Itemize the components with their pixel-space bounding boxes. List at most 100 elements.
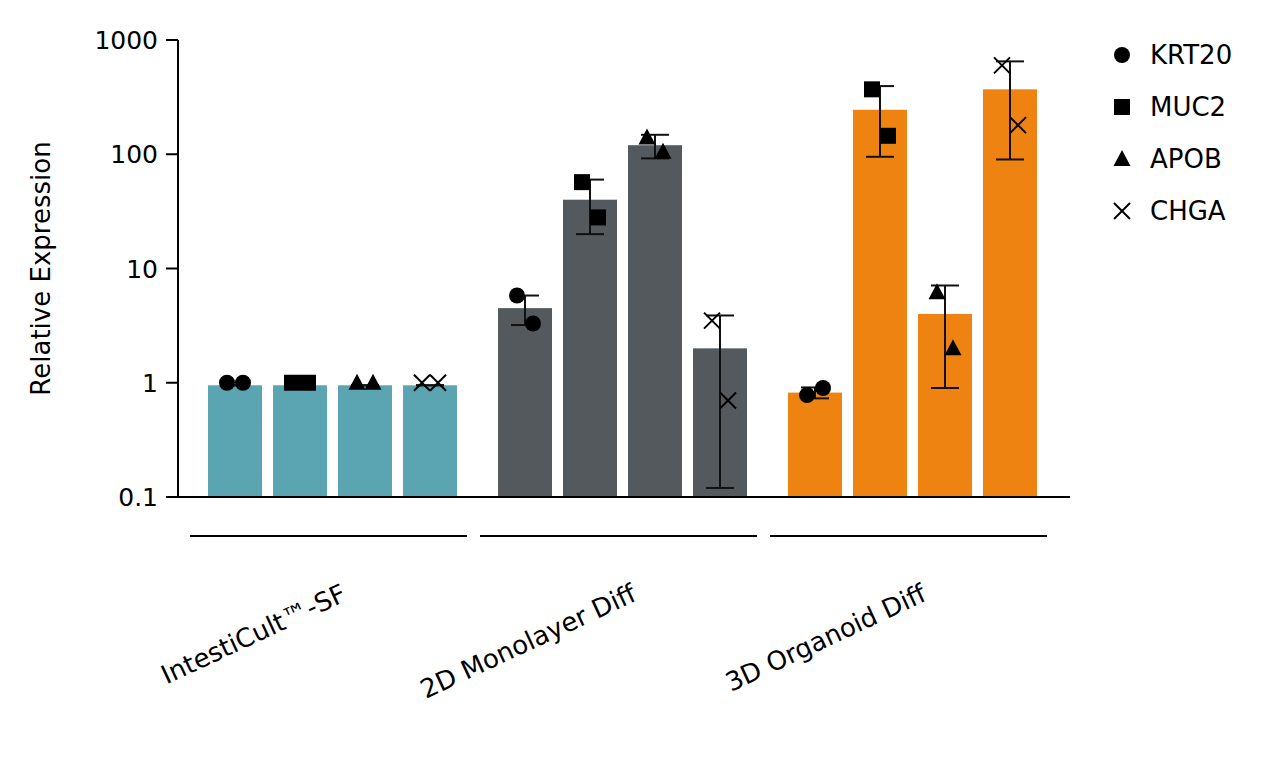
chart: 0.1 1 10 100 1000 Relative Expression IntestiC… xyxy=(0,0,1285,775)
bar xyxy=(563,200,617,497)
y-tick xyxy=(166,268,178,270)
point xyxy=(349,374,366,390)
legend-label: KRT20 xyxy=(1150,40,1232,70)
error-line xyxy=(944,285,946,387)
bar xyxy=(498,308,552,497)
y-axis-label: Relative Expression xyxy=(26,141,56,395)
y-tick xyxy=(166,382,178,384)
marker-shape xyxy=(1114,150,1131,166)
point xyxy=(365,374,382,390)
marker-shape xyxy=(799,387,815,403)
y-tick xyxy=(166,39,178,41)
marker-shape xyxy=(720,392,736,408)
y-tick-label: 100 xyxy=(110,140,158,169)
marker-shape xyxy=(219,375,235,391)
point xyxy=(945,339,962,355)
legend: KRT20 MUC2 APOB CHGA xyxy=(1114,40,1233,226)
marker-shape xyxy=(430,375,446,391)
point xyxy=(720,392,736,408)
marker-shape xyxy=(1114,47,1130,63)
group-line xyxy=(770,535,1047,537)
point xyxy=(219,375,235,391)
legend-marker xyxy=(1114,99,1130,115)
marker-shape xyxy=(349,374,366,390)
error-line xyxy=(654,135,656,159)
bar xyxy=(788,393,842,497)
group-line xyxy=(190,535,467,537)
bar xyxy=(338,385,392,497)
point xyxy=(509,288,525,304)
point xyxy=(300,375,316,391)
marker-shape xyxy=(365,374,382,390)
error-cap xyxy=(576,233,604,235)
marker-shape xyxy=(590,209,606,225)
y-tick xyxy=(166,496,178,498)
point xyxy=(864,81,880,97)
point xyxy=(639,129,656,145)
point xyxy=(590,209,606,225)
marker-shape xyxy=(704,313,720,329)
marker-shape xyxy=(1114,203,1130,219)
y-tick-label: 10 xyxy=(126,255,158,284)
point xyxy=(704,313,720,329)
marker-shape xyxy=(655,143,672,159)
marker-shape xyxy=(929,283,946,299)
marker-shape xyxy=(235,375,251,391)
point xyxy=(994,57,1010,73)
error-cap xyxy=(931,284,959,286)
point xyxy=(284,375,300,391)
point xyxy=(574,174,590,190)
error-cap xyxy=(996,158,1024,160)
legend-label: APOB xyxy=(1150,144,1222,174)
error-bar xyxy=(996,61,1024,159)
point xyxy=(815,380,831,396)
point xyxy=(414,375,430,391)
marker-shape xyxy=(1114,99,1130,115)
marker-shape xyxy=(300,375,316,391)
marker-shape xyxy=(509,288,525,304)
marker-shape xyxy=(880,128,896,144)
y-tick xyxy=(166,153,178,155)
point xyxy=(880,128,896,144)
error-line xyxy=(1009,61,1011,159)
marker-shape xyxy=(414,375,430,391)
marks xyxy=(208,57,1037,497)
group-line xyxy=(480,535,757,537)
bar xyxy=(403,385,457,497)
error-cap xyxy=(866,156,894,158)
bar xyxy=(273,385,327,497)
point xyxy=(525,316,541,332)
point xyxy=(1010,117,1026,133)
x-axis xyxy=(178,496,1070,498)
error-cap xyxy=(706,314,734,316)
category-label: 2D Monolayer Diff xyxy=(416,578,642,705)
error-cap xyxy=(931,387,959,389)
marker-shape xyxy=(284,375,300,391)
category-label: 3D Organoid Diff xyxy=(721,578,932,698)
error-bar xyxy=(931,285,959,387)
marker-shape xyxy=(1010,117,1026,133)
marker-shape xyxy=(864,81,880,97)
legend-marker xyxy=(1114,150,1131,166)
legend-label: CHGA xyxy=(1150,196,1226,226)
marker-shape xyxy=(574,174,590,190)
error-cap xyxy=(706,487,734,489)
bar xyxy=(208,385,262,497)
legend-label: MUC2 xyxy=(1150,92,1226,122)
bar xyxy=(628,145,682,497)
y-tick-label: 1000 xyxy=(94,26,158,55)
point xyxy=(655,143,672,159)
category-label: IntestiCult™-SF xyxy=(156,578,350,690)
error-line xyxy=(719,315,721,487)
bar xyxy=(853,110,907,497)
marker-shape xyxy=(525,316,541,332)
point xyxy=(430,375,446,391)
y-tick-label: 0.1 xyxy=(118,483,158,512)
y-tick-label: 1 xyxy=(142,369,158,398)
point xyxy=(235,375,251,391)
legend-marker xyxy=(1114,47,1130,63)
error-cap xyxy=(996,60,1024,62)
marker-shape xyxy=(994,57,1010,73)
marker-shape xyxy=(639,129,656,145)
marker-shape xyxy=(945,339,962,355)
